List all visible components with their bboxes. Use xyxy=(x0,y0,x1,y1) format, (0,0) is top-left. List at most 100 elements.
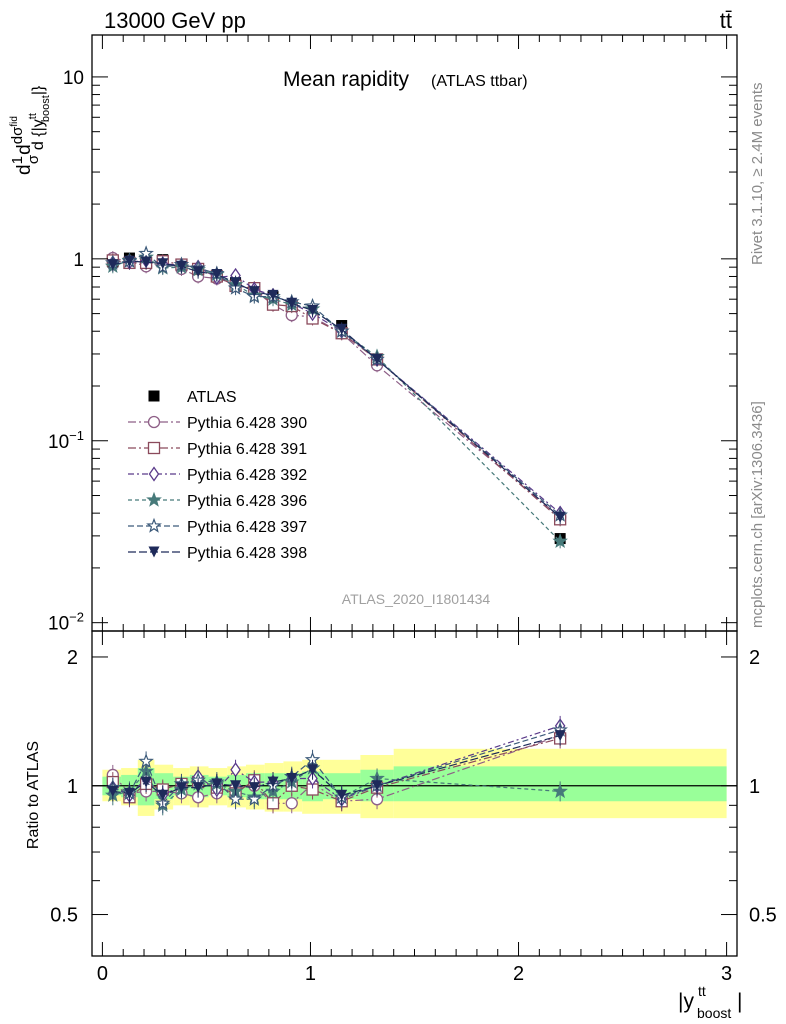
energy-label: 13000 GeV pp xyxy=(104,8,246,33)
main-data-point xyxy=(552,533,568,548)
main-plot-frame xyxy=(91,34,738,632)
main-series-1 xyxy=(106,251,567,525)
main-series-line xyxy=(112,259,561,520)
legend-marker xyxy=(146,491,162,507)
main-series-0 xyxy=(107,252,566,545)
x-tick-label: 2 xyxy=(513,963,524,985)
ratio-y-tick-label: 0.5 xyxy=(50,905,78,927)
ratio-data-point xyxy=(248,782,260,794)
main-series-4 xyxy=(104,249,568,549)
ratio-data-point xyxy=(371,780,383,792)
main-series-line xyxy=(112,252,561,516)
legend-item: Pythia 6.428 396 xyxy=(128,491,307,510)
ratio-data-point xyxy=(230,780,242,792)
main-data-point xyxy=(267,289,279,301)
ratio-y-tick-label: 1 xyxy=(67,776,78,798)
svg-text:|y: |y xyxy=(678,990,694,1013)
main-data-point xyxy=(123,255,135,267)
ratio-data-point xyxy=(140,776,152,788)
main-data-point xyxy=(140,256,152,268)
main-series-line xyxy=(112,256,561,542)
ratio-data-point xyxy=(175,782,187,794)
legend-label: ATLAS xyxy=(187,389,237,406)
ratio-y-tick-label: 2 xyxy=(67,647,78,669)
main-y-axis-label: d1σddσfid d {|yttboost|} xyxy=(9,85,52,175)
legend-label: Pythia 6.428 392 xyxy=(187,467,307,484)
svg-text:boost: boost xyxy=(697,1005,731,1021)
ratio-data-point xyxy=(192,782,204,794)
x-tick-label: 3 xyxy=(721,963,732,985)
main-data-point xyxy=(554,511,566,523)
legend-marker xyxy=(146,517,162,533)
svg-text:tt: tt xyxy=(698,983,706,999)
main-data-point xyxy=(230,277,242,289)
main-y-tick-label: 10−2 xyxy=(48,610,84,635)
legend-item: Pythia 6.428 390 xyxy=(128,415,307,432)
legend-marker xyxy=(147,441,161,455)
ratio-data-point xyxy=(267,776,279,788)
ratio-data-point xyxy=(246,790,263,806)
legend-label: Pythia 6.428 390 xyxy=(187,415,307,432)
x-axis-label: |y tt boost | xyxy=(678,983,742,1021)
main-y-tick-label: 1 xyxy=(73,250,84,271)
analysis-label: ATLAS_2020_I1801434 xyxy=(342,591,491,607)
main-data-point xyxy=(211,269,223,281)
chart-title: Mean rapidity xyxy=(283,68,410,91)
ratio-series-line xyxy=(112,729,561,805)
legend-label: Pythia 6.428 397 xyxy=(187,519,307,536)
main-data-point xyxy=(371,353,383,365)
ratio-y-tick-label-right: 0.5 xyxy=(749,905,777,927)
ratio-data-point xyxy=(107,785,119,797)
legend-label: Pythia 6.428 396 xyxy=(187,493,307,510)
main-data-point xyxy=(336,323,348,335)
legend-marker xyxy=(148,466,160,482)
ratio-data-point xyxy=(552,783,568,799)
ratio-data-point xyxy=(157,789,169,801)
legend-item: Pythia 6.428 391 xyxy=(128,441,307,458)
legend-label: Pythia 6.428 391 xyxy=(187,441,307,458)
chart-subtitle: (ATLAS ttbar) xyxy=(431,73,528,90)
main-data-point xyxy=(175,260,187,272)
legend-item: Pythia 6.428 397 xyxy=(128,517,307,536)
ratio-series-5 xyxy=(107,725,566,806)
ratio-data-point xyxy=(286,772,298,784)
x-tick-label: 0 xyxy=(97,963,108,985)
legend-item: Pythia 6.428 392 xyxy=(128,466,307,484)
main-data-point xyxy=(248,286,260,298)
main-series-line xyxy=(112,259,561,514)
main-y-tick-label: 10 xyxy=(63,68,84,89)
mcplots-label: mcplots.cern.ch [arXiv:1306.3436] xyxy=(749,401,766,628)
ratio-data-point xyxy=(227,790,244,806)
legend-item: Pythia 6.428 398 xyxy=(128,545,307,562)
main-data-point xyxy=(107,259,119,271)
x-tick-label: 1 xyxy=(305,963,316,985)
ratio-data-point xyxy=(211,778,223,790)
legend-item: ATLAS xyxy=(148,389,237,406)
legend-label: Pythia 6.428 398 xyxy=(187,545,307,562)
ratio-y-tick-label-right: 2 xyxy=(749,647,760,669)
ratio-y-axis-label: Ratio to ATLAS xyxy=(25,741,42,849)
process-label: tt̄ xyxy=(720,8,732,33)
main-series-3 xyxy=(107,252,566,521)
legend-marker xyxy=(147,415,161,429)
ratio-data-point xyxy=(138,753,154,769)
legend-marker xyxy=(148,546,160,558)
ratio-data-point xyxy=(123,787,135,799)
main-series-line xyxy=(112,260,561,518)
main-series-line xyxy=(112,257,561,518)
rivet-label: Rivet 3.1.10, ≥ 2.4M events xyxy=(749,83,766,266)
main-series-2 xyxy=(106,253,567,527)
main-y-tick-label: 10−1 xyxy=(48,428,84,453)
main-data-point xyxy=(307,305,319,317)
main-series-6 xyxy=(107,254,566,525)
ratio-data-point xyxy=(336,789,348,801)
main-data-point xyxy=(286,297,298,309)
ratio-y-tick-label-right: 1 xyxy=(749,776,760,798)
legend-marker xyxy=(148,390,160,402)
ratio-data-point xyxy=(285,797,298,810)
main-series-5 xyxy=(104,245,568,523)
svg-text:|: | xyxy=(737,990,742,1013)
ratio-data-point xyxy=(554,730,566,742)
